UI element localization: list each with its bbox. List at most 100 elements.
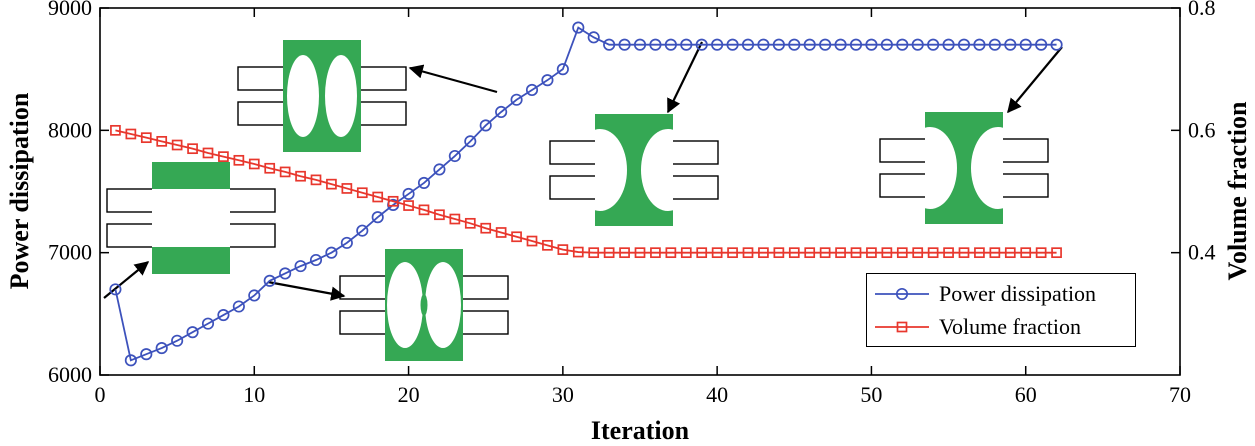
data-point-square	[819, 247, 831, 259]
data-point-square	[495, 227, 507, 238]
legend-label-volume-fraction: Volume fraction	[939, 313, 1081, 339]
data-point-square	[434, 209, 445, 221]
data-point-square	[1035, 247, 1047, 259]
data-point-circle	[201, 317, 215, 330]
data-point-circle	[911, 38, 924, 51]
data-point-square	[711, 247, 723, 259]
data-point-circle	[232, 300, 245, 313]
inset-channel	[461, 310, 509, 335]
data-point-circle	[155, 342, 168, 355]
data-point-circle	[556, 63, 569, 76]
y-left-tick-label: 6000	[48, 362, 92, 387]
data-point-square	[264, 162, 276, 174]
annotation-arrow	[1007, 46, 1063, 114]
data-point-square	[171, 139, 183, 151]
inset-channel	[359, 101, 407, 126]
inset-channel	[237, 66, 285, 91]
data-point-square	[742, 247, 754, 259]
inset-intermediate-design-lower	[339, 249, 509, 361]
inset-initial-design	[106, 162, 276, 274]
data-point-circle	[279, 267, 292, 280]
data-point-square	[943, 247, 954, 259]
data-point-circle	[695, 38, 708, 51]
data-point-circle	[417, 176, 431, 189]
legend-entry-volume-fraction: Volume fraction	[873, 310, 1129, 343]
data-point-circle	[217, 309, 230, 322]
data-point-square	[603, 247, 615, 259]
data-point-circle	[973, 38, 986, 51]
x-tick-label: 60	[1015, 382, 1037, 407]
data-point-circle	[680, 38, 693, 51]
data-point-square	[773, 247, 785, 259]
data-point-circle	[325, 246, 338, 259]
data-point-square	[619, 247, 630, 259]
data-point-square	[202, 147, 214, 159]
data-point-circle	[757, 38, 770, 51]
data-point-square	[418, 204, 430, 216]
data-point-square	[912, 247, 924, 259]
data-point-circle	[263, 274, 276, 287]
legend: Power dissipation Volume fraction	[866, 273, 1136, 347]
data-point-circle	[140, 348, 153, 361]
data-point-square	[572, 246, 584, 258]
data-point-square	[835, 247, 846, 259]
inset-channel	[1001, 138, 1049, 163]
data-point-circle	[1004, 38, 1017, 51]
data-point-square	[511, 231, 522, 243]
data-point-circle	[309, 253, 323, 267]
data-point-square	[403, 200, 414, 211]
data-point-circle	[124, 354, 137, 367]
data-point-square	[187, 143, 198, 155]
data-point-circle	[819, 38, 832, 51]
data-point-circle	[988, 38, 1001, 51]
plot-border	[99, 7, 1181, 376]
data-point-circle	[603, 38, 616, 51]
legend-line-square-icon	[875, 321, 929, 332]
inset-channel	[549, 175, 597, 200]
inset-channel	[339, 275, 387, 300]
data-point-square	[310, 174, 322, 186]
data-point-circle	[433, 163, 446, 176]
data-point-circle	[834, 38, 847, 51]
y-left-tick-label: 9000	[48, 0, 92, 20]
data-point-square	[1051, 247, 1062, 259]
data-point-circle	[464, 135, 477, 148]
data-point-square	[850, 247, 862, 259]
inset-channel	[879, 173, 927, 198]
data-point-square	[896, 247, 908, 259]
data-point-circle	[726, 38, 739, 51]
data-point-square	[804, 247, 816, 259]
data-point-square	[326, 178, 337, 190]
inset-channel	[339, 310, 387, 335]
data-point-square	[372, 191, 384, 203]
data-point-square	[542, 239, 553, 251]
data-point-square	[557, 244, 569, 255]
data-point-circle	[171, 334, 184, 347]
data-point-circle	[633, 38, 647, 51]
series-line	[115, 129, 1057, 254]
x-tick-label: 20	[398, 382, 420, 407]
data-point-circle	[525, 83, 539, 97]
data-point-square	[480, 222, 492, 234]
data-point-circle	[340, 236, 353, 249]
inset-channel	[549, 140, 597, 165]
legend-entry-power-dissipation: Power dissipation	[873, 277, 1129, 310]
data-point-circle	[772, 38, 785, 51]
inset-channel	[1001, 173, 1049, 198]
data-point-square	[634, 247, 646, 259]
inset-channel	[671, 175, 719, 200]
y-right-tick-label: 0.6	[1188, 117, 1216, 142]
annotation-arrow	[267, 280, 346, 301]
data-point-circle	[927, 38, 940, 51]
data-point-circle	[1050, 38, 1063, 51]
data-point-square	[727, 247, 738, 259]
data-point-circle	[248, 289, 261, 302]
inset-channel	[359, 66, 407, 91]
inset-converged-design-final	[879, 112, 1049, 224]
data-point-square	[866, 247, 877, 259]
y-right-tick-label: 0.8	[1188, 0, 1216, 20]
data-point-square	[341, 183, 353, 194]
data-point-square	[650, 247, 661, 259]
legend-label-power-dissipation: Power dissipation	[939, 280, 1097, 306]
